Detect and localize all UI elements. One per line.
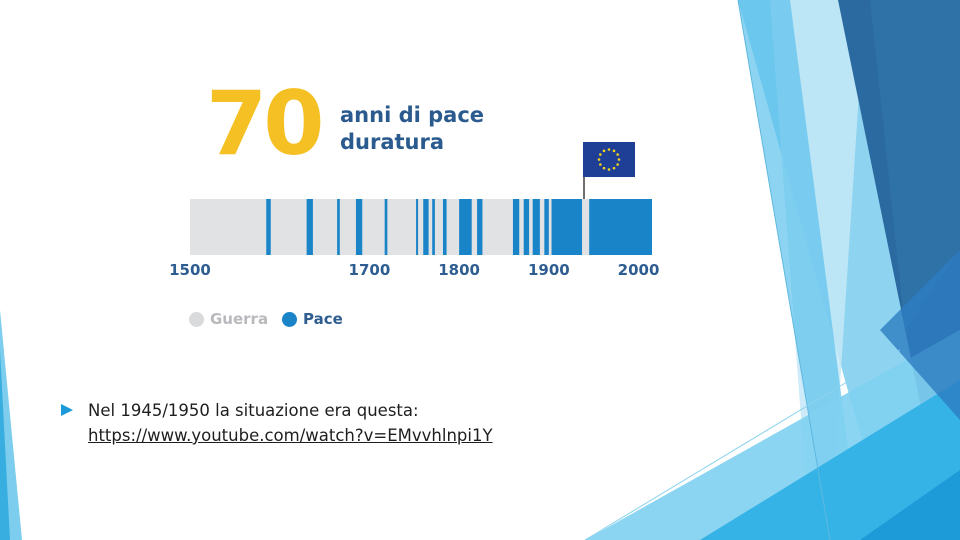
- peace-period-bar-4: [355, 199, 363, 255]
- peace-period-bar-7: [423, 199, 429, 255]
- legend-item-peace: Pace: [282, 309, 343, 329]
- peace-period-bar-10: [459, 199, 472, 255]
- infographic-headline: anni di pace duratura: [340, 102, 484, 156]
- peace-period-bar-15: [544, 199, 549, 255]
- flag-star-5: [616, 163, 619, 166]
- bullet-text-block: Nel 1945/1950 la situazione era questa: …: [88, 398, 493, 448]
- flag-star-10: [597, 158, 601, 161]
- peace-period-bar-12: [512, 199, 520, 255]
- peace-period-bar-2: [306, 199, 313, 255]
- flag-star-7: [607, 168, 611, 171]
- legend-label-war: Guerra: [210, 310, 269, 328]
- youtube-link[interactable]: https://www.youtube.com/watch?v=EMvvhlnp…: [88, 426, 493, 445]
- seventy-number: 70: [206, 72, 324, 175]
- legend-dot-war: [189, 311, 204, 327]
- flag-pole: [583, 176, 585, 200]
- peace-period-bar-3: [337, 199, 340, 255]
- eu-flag-icon: [583, 142, 635, 177]
- peace-period-bar-5: [384, 199, 388, 255]
- peace-period-bar-13: [523, 199, 530, 255]
- flag-star-2: [612, 149, 616, 153]
- flag-star-4: [617, 158, 621, 161]
- peace-period-bar-11: [477, 199, 483, 255]
- tick-label-1800: 1800: [438, 261, 480, 279]
- peace-period-bar-16: [551, 199, 583, 255]
- flag-star-12: [602, 149, 606, 153]
- tick-label-1900: 1900: [527, 261, 570, 279]
- triangle-bullet-icon: [61, 404, 73, 416]
- legend-label-peace: Pace: [303, 310, 343, 328]
- peace-period-bar-17: [589, 199, 652, 255]
- flag-star-6: [612, 166, 616, 170]
- legend-dot-peace: [282, 311, 297, 327]
- peace-period-bar-6: [416, 199, 419, 255]
- headline-line-1: anni di pace: [340, 103, 485, 127]
- peace-period-bar-1: [266, 199, 271, 255]
- peace-period-bar-9: [442, 199, 447, 255]
- peace-period-bar-14: [532, 199, 540, 255]
- flag-star-3: [616, 153, 619, 156]
- legend-item-war: Guerra: [189, 309, 268, 329]
- flag-star-1: [607, 148, 611, 151]
- tick-label-2000: 2000: [617, 261, 660, 279]
- tick-label-1500: 1500: [169, 261, 211, 279]
- peace-period-bar-8: [432, 199, 435, 255]
- flag-star-8: [602, 166, 606, 170]
- flag-star-11: [599, 153, 602, 156]
- timeline-war-background: [190, 199, 652, 255]
- peace-war-timeline: [190, 199, 652, 255]
- bullet-text: Nel 1945/1950 la situazione era questa:: [88, 401, 419, 420]
- headline-line-2: duratura: [340, 130, 445, 154]
- flag-star-9: [599, 163, 602, 166]
- tick-label-1700: 1700: [348, 261, 391, 279]
